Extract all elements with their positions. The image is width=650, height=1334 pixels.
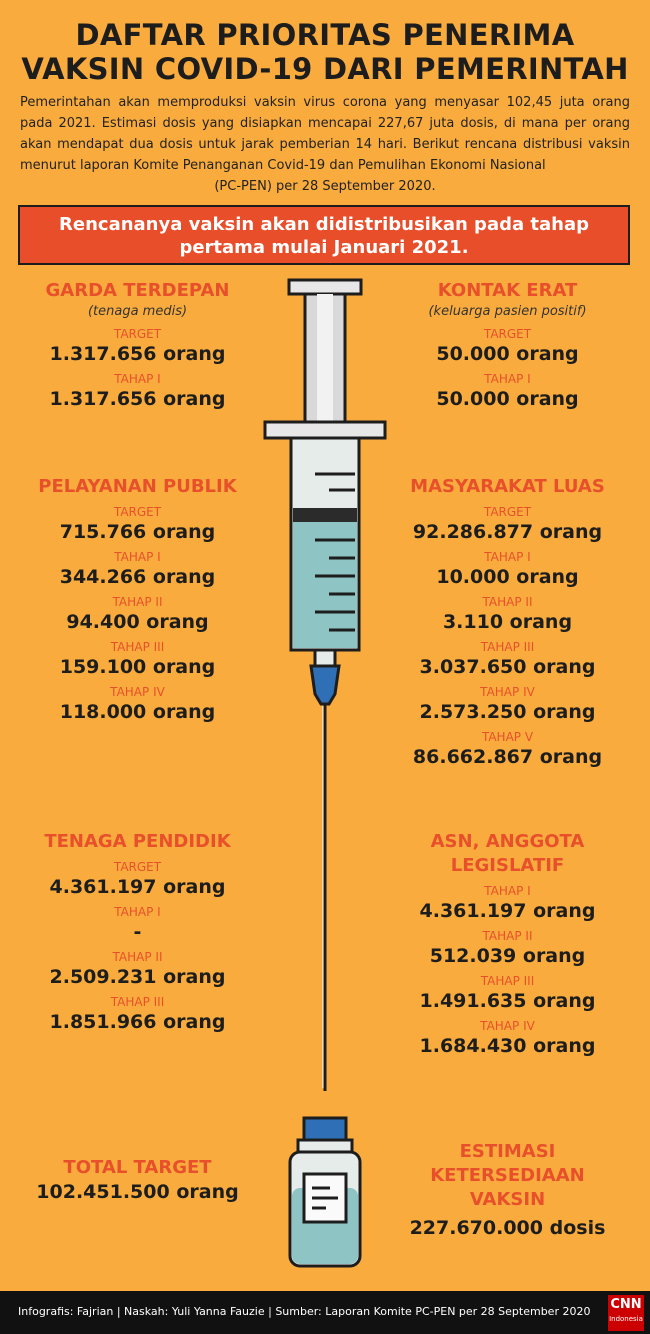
row-value: 50.000 orang [436, 343, 579, 365]
row-value: 715.766 orang [59, 521, 216, 543]
section-total-target: TOTAL TARGET 102.451.500 orang [15, 1156, 260, 1204]
category-title-line-1: ASN, ANGGOTA [430, 831, 585, 852]
estimasi-value: 227.670.000 dosis [409, 1217, 606, 1239]
row-label: TARGET [483, 505, 532, 519]
row-label: TARGET [113, 860, 162, 874]
footer-credits: Infografis: Fajrian | Naskah: Yuli Yanna… [18, 1305, 591, 1318]
row-value: 4.361.197 orang [49, 876, 226, 898]
row-value: 1.491.635 orang [419, 990, 596, 1012]
row-label: TAHAP II [112, 950, 163, 964]
row-value: 4.361.197 orang [419, 900, 596, 922]
category-title: KONTAK ERAT [437, 280, 578, 301]
cnn-logo-subtext: Indonesia [609, 1315, 643, 1323]
section-tenaga-pendidik: TENAGA PENDIDIK TARGET 4.361.197 orang T… [15, 830, 260, 1034]
cnn-logo: CNN Indonesia [608, 1295, 644, 1331]
row-label: TAHAP II [482, 595, 533, 609]
row-label: TAHAP IV [480, 685, 535, 699]
row-value: 3.037.650 orang [419, 656, 596, 678]
row-value: 1.684.430 orang [419, 1035, 596, 1057]
category-title: PELAYANAN PUBLIK [38, 476, 237, 497]
row-value: 94.400 orang [66, 611, 209, 633]
section-estimasi-vaksin: ESTIMASI KETERSEDIAAN VAKSIN 227.670.000… [385, 1140, 630, 1240]
row-label: TAHAP III [480, 640, 535, 654]
category-title: TENAGA PENDIDIK [44, 831, 231, 852]
row-value: 1.317.656 orang [49, 343, 226, 365]
banner-line-1: Rencananya vaksin akan didistribusikan p… [59, 214, 589, 235]
row-label: TAHAP III [110, 640, 165, 654]
section-asn-legislatif: ASN, ANGGOTA LEGISLATIF TAHAP I 4.361.19… [385, 830, 630, 1058]
row-value: 3.110 orang [442, 611, 573, 633]
row-label: TARGET [113, 505, 162, 519]
category-subtitle: (keluarga pasien positif) [428, 304, 587, 319]
row-label: TAHAP I [114, 550, 161, 564]
footer: Infografis: Fajrian | Naskah: Yuli Yanna… [0, 1291, 650, 1334]
row-label: TAHAP IV [480, 1019, 535, 1033]
estimasi-title-line-1: ESTIMASI [459, 1141, 556, 1162]
row-label: TAHAP V [481, 730, 534, 744]
row-label: TAHAP III [110, 995, 165, 1009]
section-garda-terdepan: GARDA TERDEPAN (tenaga medis) TARGET 1.3… [15, 279, 260, 411]
row-value: 2.509.231 orang [49, 966, 226, 988]
title-line-2: VAKSIN COVID-19 DARI PEMERINTAH [21, 52, 629, 86]
section-kontak-erat: KONTAK ERAT (keluarga pasien positif) TA… [385, 279, 630, 411]
row-value: 50.000 orang [436, 388, 579, 410]
estimasi-title-line-2: KETERSEDIAAN [430, 1165, 585, 1186]
category-subtitle: (tenaga medis) [87, 304, 188, 319]
category-title: MASYARAKAT LUAS [410, 476, 605, 497]
total-title: TOTAL TARGET [63, 1157, 212, 1178]
row-value: - [133, 921, 142, 943]
row-label: TAHAP III [480, 974, 535, 988]
syringe-icon [263, 278, 387, 1091]
row-label: TARGET [113, 327, 162, 341]
vaccine-vial-icon [288, 1116, 362, 1268]
page-title: DAFTAR PRIORITAS PENERIMA VAKSIN COVID-1… [0, 18, 650, 86]
row-label: TAHAP I [484, 884, 531, 898]
row-label: TAHAP I [114, 372, 161, 386]
row-value: 2.573.250 orang [419, 701, 596, 723]
total-value: 102.451.500 orang [36, 1181, 239, 1203]
section-pelayanan-publik: PELAYANAN PUBLIK TARGET 715.766 orang TA… [15, 475, 260, 724]
row-value: 92.286.877 orang [412, 521, 603, 543]
row-value: 1.851.966 orang [49, 1011, 226, 1033]
category-title-line-2: LEGISLATIF [450, 855, 565, 876]
row-label: TARGET [483, 327, 532, 341]
category-title: GARDA TERDEPAN [45, 280, 230, 301]
banner-line-2: pertama mulai Januari 2021. [179, 237, 469, 258]
row-label: TAHAP I [114, 905, 161, 919]
row-label: TAHAP IV [110, 685, 165, 699]
row-value: 1.317.656 orang [49, 388, 226, 410]
row-value: 118.000 orang [59, 701, 216, 723]
row-value: 512.039 orang [429, 945, 586, 967]
row-label: TAHAP II [482, 929, 533, 943]
distribution-banner: Rencananya vaksin akan didistribusikan p… [18, 205, 630, 265]
row-label: TAHAP II [112, 595, 163, 609]
intro-last-line: (PC-PEN) per 28 September 2020. [214, 179, 436, 194]
row-value: 344.266 orang [59, 566, 216, 588]
title-line-1: DAFTAR PRIORITAS PENERIMA [75, 18, 575, 52]
section-masyarakat-luas: MASYARAKAT LUAS TARGET 92.286.877 orang … [385, 475, 630, 769]
intro-text: Pemerintahan akan memproduksi vaksin vir… [20, 95, 630, 173]
row-label: TAHAP I [484, 372, 531, 386]
row-value: 86.662.867 orang [412, 746, 603, 768]
intro-paragraph: Pemerintahan akan memproduksi vaksin vir… [20, 92, 630, 197]
row-label: TAHAP I [484, 550, 531, 564]
row-value: 10.000 orang [436, 566, 579, 588]
cnn-logo-text: CNN [610, 1297, 642, 1312]
row-value: 159.100 orang [59, 656, 216, 678]
estimasi-title-line-3: VAKSIN [469, 1189, 546, 1210]
